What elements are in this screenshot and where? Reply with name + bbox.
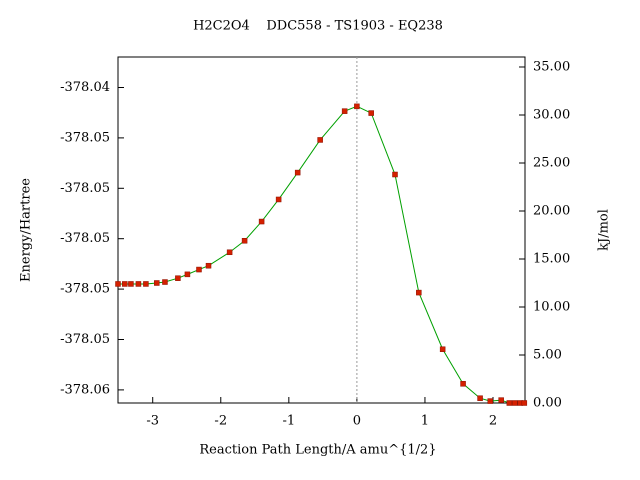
x-tick-label: 0	[353, 414, 361, 429]
point	[241, 238, 248, 244]
x-axis-label: Reaction Path Length/A amu^{1/2}	[199, 443, 436, 458]
y-tick-label: -378.04	[60, 80, 110, 95]
y-axis-label: Energy/Hartree	[19, 178, 34, 282]
point	[122, 281, 128, 287]
point	[460, 381, 466, 387]
point	[143, 281, 149, 287]
y-tick-label: -378.05	[60, 130, 110, 145]
plot-frame	[117, 56, 526, 404]
chart-title: H2C2O4 DDC558 - TS1903 - EQ238	[193, 19, 443, 34]
point	[184, 271, 191, 278]
point	[317, 137, 323, 143]
y-tick-label: -378.05	[60, 282, 110, 297]
point	[115, 281, 121, 287]
point	[487, 398, 494, 404]
point	[368, 110, 374, 116]
y2-axis-label: kJ/mol	[597, 209, 612, 251]
y2-tick-label: 20.00	[533, 203, 570, 218]
point	[258, 218, 265, 225]
x-tick-label: -2	[214, 414, 227, 429]
point	[294, 169, 301, 176]
point	[205, 262, 212, 269]
x-tick-label: -1	[282, 414, 295, 429]
y2-tick-label: 25.00	[533, 155, 570, 170]
y2-tick-label: 0.00	[533, 396, 562, 411]
point	[512, 400, 518, 406]
point	[439, 346, 446, 352]
point	[498, 397, 504, 403]
point	[128, 281, 134, 287]
x-tick-label: 2	[489, 414, 497, 429]
point	[275, 196, 282, 203]
y-tick-label: -378.05	[60, 231, 110, 246]
y2-tick-label: 30.00	[533, 107, 570, 122]
x-tick-label: -3	[146, 414, 159, 429]
point	[154, 280, 160, 286]
point	[477, 395, 483, 401]
y-tick-label: -378.05	[60, 181, 110, 196]
point	[341, 108, 348, 114]
y-tick-label: -378.05	[60, 332, 110, 347]
y-tick-label: -378.06	[60, 382, 110, 397]
point	[392, 171, 398, 178]
y2-tick-label: 10.00	[533, 299, 570, 314]
point	[135, 281, 142, 287]
point	[354, 103, 360, 110]
point	[162, 279, 168, 285]
y2-tick-label: 35.00	[533, 59, 570, 74]
y2-tick-label: 15.00	[533, 251, 570, 266]
point	[196, 266, 202, 273]
y2-tick-label: 5.00	[533, 347, 562, 362]
point	[175, 275, 181, 281]
point	[226, 249, 233, 256]
x-tick-label: 1	[421, 414, 429, 429]
point	[521, 400, 528, 406]
point	[506, 400, 513, 406]
point	[416, 289, 422, 296]
